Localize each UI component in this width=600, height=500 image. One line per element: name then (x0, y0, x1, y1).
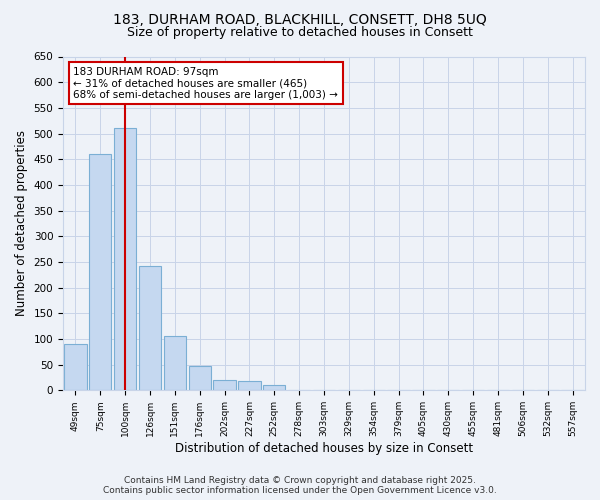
Bar (114, 128, 136, 390)
Text: 183, DURHAM ROAD, BLACKHILL, CONSETT, DH8 5UQ: 183, DURHAM ROAD, BLACKHILL, CONSETT, DH… (113, 12, 487, 26)
Bar (263, 385, 286, 390)
Text: Size of property relative to detached houses in Consett: Size of property relative to detached ho… (127, 26, 473, 39)
Bar (139, 266, 161, 390)
Bar (214, 380, 236, 390)
Bar (89, 154, 112, 390)
Text: Contains HM Land Registry data © Crown copyright and database right 2025.
Contai: Contains HM Land Registry data © Crown c… (103, 476, 497, 495)
Bar (238, 381, 260, 390)
Bar (64, 344, 86, 391)
Bar (164, 336, 186, 390)
Text: 183 DURHAM ROAD: 97sqm
← 31% of detached houses are smaller (465)
68% of semi-de: 183 DURHAM ROAD: 97sqm ← 31% of detached… (73, 66, 338, 100)
X-axis label: Distribution of detached houses by size in Consett: Distribution of detached houses by size … (175, 442, 473, 455)
Bar (188, 366, 211, 390)
Y-axis label: Number of detached properties: Number of detached properties (15, 130, 28, 316)
